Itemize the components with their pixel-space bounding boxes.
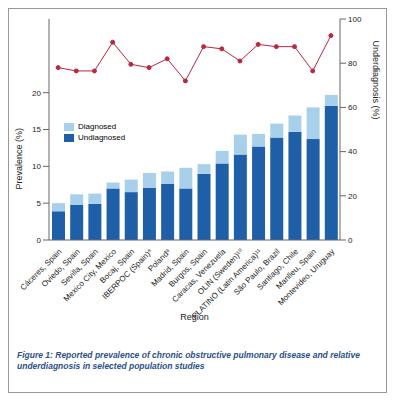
svg-text:Region: Region <box>180 312 209 322</box>
html-text:Figure 1: Reported prevalence: Figure 1: Reported prevalence of chronic… <box>17 350 360 371</box>
svg-text:Madrid, Spain: Madrid, Spain <box>149 247 191 289</box>
svg-text:Sevilla, Spain: Sevilla, Spain <box>59 247 100 288</box>
svg-text:Underdiagnosis (%): Underdiagnosis (%) <box>371 40 381 119</box>
svg-text:80: 80 <box>348 59 357 68</box>
svg-text:Manlleu, Spain: Manlleu, Spain <box>274 247 319 291</box>
svg-text:5: 5 <box>37 199 42 208</box>
svg-text:PLATINO (Latin America)¹¹: PLATINO (Latin America)¹¹ <box>190 247 264 321</box>
svg-text:40: 40 <box>348 147 357 156</box>
svg-text:Cáceres, Spain: Cáceres, Spain <box>18 247 64 293</box>
svg-text:20: 20 <box>32 89 41 98</box>
svg-text:São Paulo, Brazil: São Paulo, Brazil <box>232 247 282 297</box>
svg-text:Oviedo, Spain: Oviedo, Spain <box>39 247 82 289</box>
svg-text:Montevideo, Uruguay: Montevideo, Uruguay <box>276 247 336 307</box>
svg-text:20: 20 <box>348 192 357 201</box>
svg-text:15: 15 <box>32 125 41 134</box>
svg-text:IBERPOC (Spain)⁸: IBERPOC (Spain)⁸ <box>100 247 154 301</box>
svg-text:0: 0 <box>348 236 353 245</box>
svg-text:Caracas, Venezuela: Caracas, Venezuela <box>170 247 228 305</box>
html-text:Undiagnosed: Undiagnosed <box>78 133 126 142</box>
svg-text:10: 10 <box>32 162 41 171</box>
svg-text:Bocaj, Spain: Bocaj, Spain <box>98 247 137 286</box>
svg-text:Mexico City, Mexico: Mexico City, Mexico <box>61 247 119 304</box>
html-text:Diagnosed: Diagnosed <box>78 122 117 131</box>
svg-text:100: 100 <box>348 15 362 24</box>
svg-text:60: 60 <box>348 103 357 112</box>
svg-text:Santiago, Chile: Santiago, Chile <box>255 247 300 292</box>
svg-text:OLIN (Sweden)¹⁰: OLIN (Sweden)¹⁰ <box>195 247 246 297</box>
svg-text:Poland⁹: Poland⁹ <box>146 247 173 274</box>
svg-text:Prevalence (%): Prevalence (%) <box>14 128 24 190</box>
svg-text:0: 0 <box>37 236 42 245</box>
svg-text:Burgos, Spain: Burgos, Spain <box>167 247 209 289</box>
